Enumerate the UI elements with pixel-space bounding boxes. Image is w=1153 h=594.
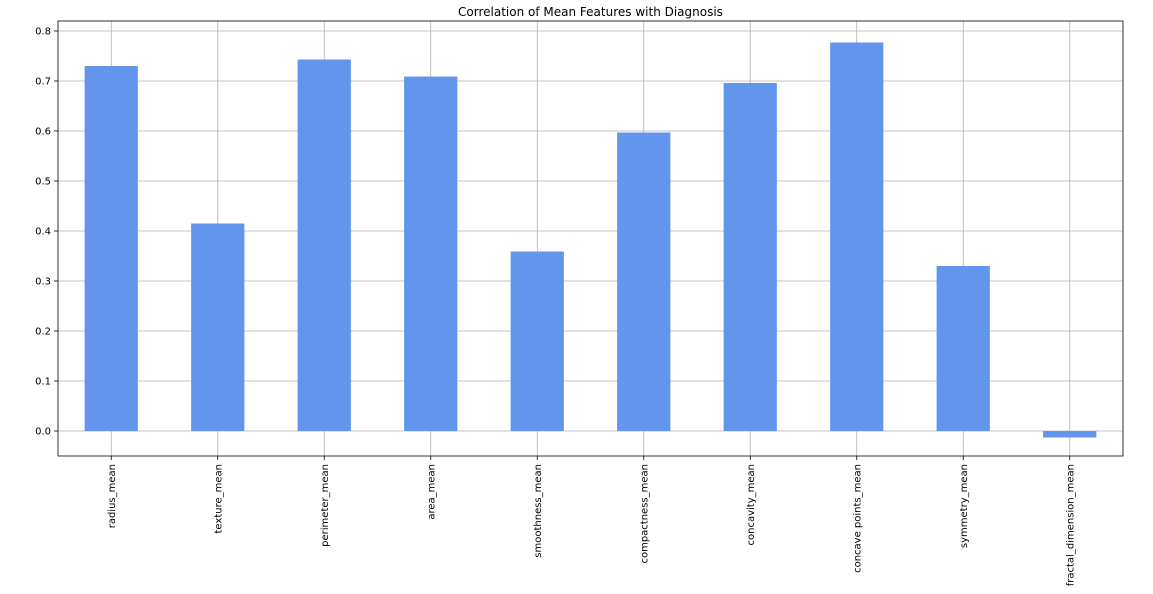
plot-frame [57, 20, 1124, 457]
bar-smoothness-mean [510, 251, 564, 431]
x-tick-label: texture_mean [213, 464, 224, 533]
bar-radius-mean [84, 66, 138, 431]
x-tick-label: concavity_mean [746, 464, 757, 545]
y-axis: 0.0 0.1 0.2 0.3 0.4 0.5 0.6 0.7 0.8 [35, 27, 58, 438]
bar-texture-mean [191, 223, 245, 431]
y-tick-label: 0.4 [35, 227, 51, 238]
y-tick-label: 0.6 [35, 127, 51, 138]
y-tick-label: 0.3 [35, 277, 51, 288]
x-tick-label: fractal_dimension_mean [1065, 464, 1076, 586]
y-tick-label: 0.5 [35, 177, 51, 188]
x-tick-label: concave points_mean [852, 464, 863, 573]
bar-area-mean [404, 76, 458, 431]
y-tick-label: 0.1 [35, 377, 51, 388]
x-tick-label: area_mean [426, 464, 437, 520]
y-tick-label: 0.0 [35, 427, 51, 438]
bar-concave-points-mean [830, 42, 884, 431]
bar-perimeter-mean [297, 59, 351, 431]
x-tick-label: radius_mean [107, 464, 118, 528]
bar-fractal-dimension-mean [1043, 431, 1097, 438]
x-tick-label: perimeter_mean [320, 464, 331, 547]
x-axis: radius_mean texture_mean perimeter_mean are… [107, 456, 1076, 586]
x-tick-label: smoothness_mean [533, 464, 544, 558]
bar-compactness-mean [617, 132, 671, 431]
y-tick-label: 0.8 [35, 27, 51, 38]
bar-symmetry-mean [936, 266, 990, 431]
x-tick-label: symmetry_mean [959, 464, 970, 548]
y-tick-label: 0.2 [35, 327, 51, 338]
y-tick-label: 0.7 [35, 77, 51, 88]
bar-layer [84, 42, 1097, 438]
chart-title: Correlation of Mean Features with Diagno… [458, 5, 723, 19]
bar-concavity-mean [723, 83, 777, 431]
x-tick-label: compactness_mean [639, 464, 650, 564]
